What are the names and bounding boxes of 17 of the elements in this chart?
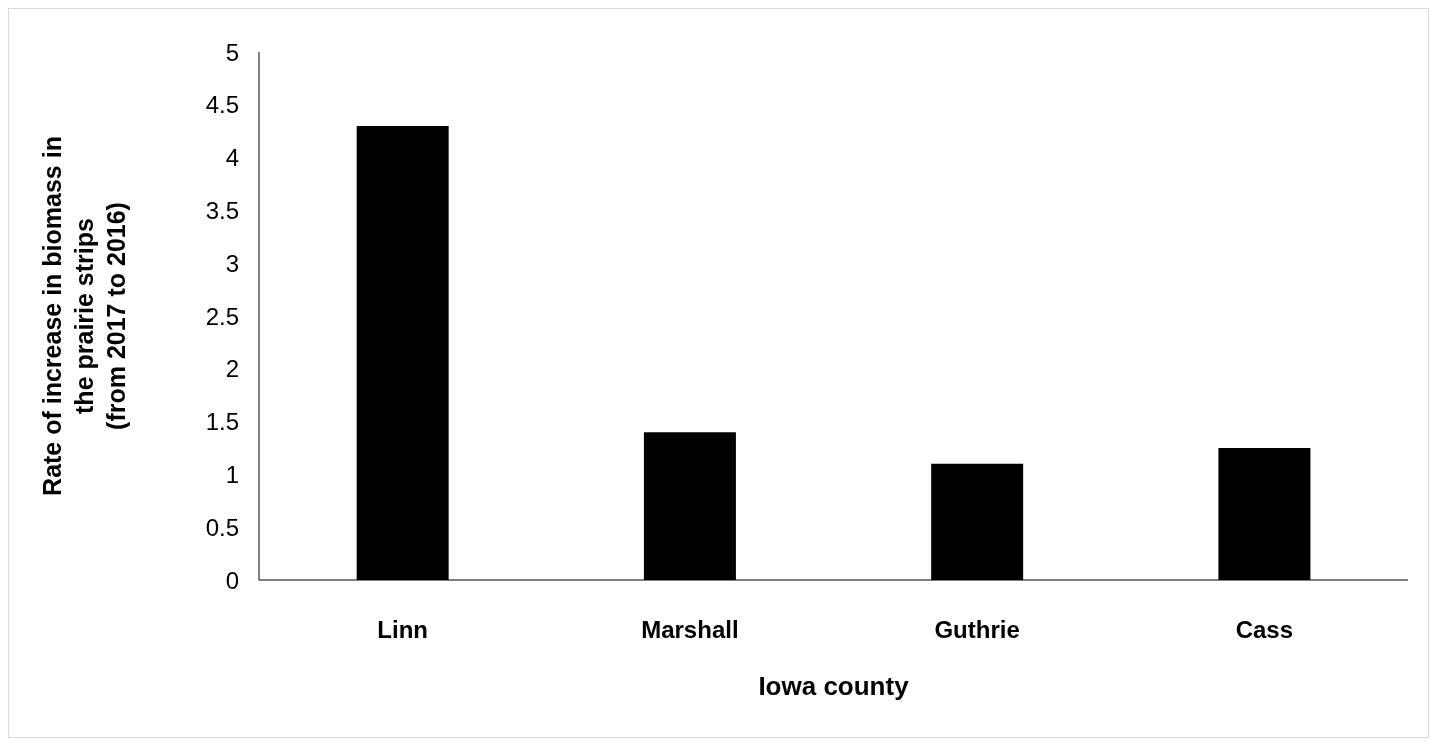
y-tick-label: 1.5 bbox=[205, 408, 239, 436]
y-tick-label: 0 bbox=[225, 566, 239, 594]
y-axis-title: Rate of increase in biomass in the prairie strips (from 2017 to 2016) bbox=[38, 136, 130, 496]
y-tick-label: 0.5 bbox=[205, 513, 239, 541]
y-tick-label: 2 bbox=[225, 355, 239, 383]
y-tick-label: 3.5 bbox=[205, 196, 239, 224]
x-tick-label: Linn bbox=[377, 616, 428, 644]
x-tick-label: Marshall bbox=[641, 616, 739, 644]
y-tick-label: 2.5 bbox=[205, 302, 239, 330]
x-axis-title: Iowa county bbox=[758, 671, 910, 701]
x-tick-label: Guthrie bbox=[934, 616, 1020, 644]
y-tick-label: 4.5 bbox=[205, 91, 239, 119]
x-tick-label: Cass bbox=[1235, 616, 1294, 644]
y-tick-label: 3 bbox=[225, 249, 239, 277]
y-tick-label: 5 bbox=[225, 38, 239, 66]
y-tick-label: 4 bbox=[225, 144, 239, 172]
y-tick-label: 1 bbox=[225, 460, 239, 488]
